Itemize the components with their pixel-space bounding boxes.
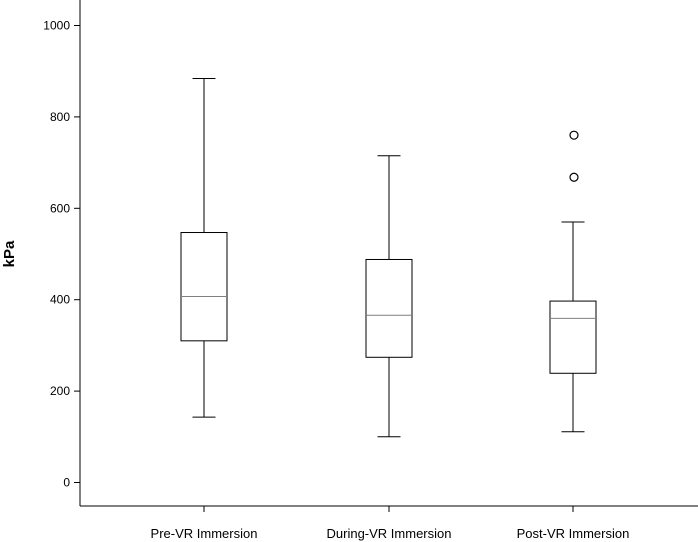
- y-tick-label: 600: [50, 201, 70, 215]
- y-axis-title: kPa: [1, 240, 18, 267]
- y-tick-label: 400: [50, 293, 70, 307]
- box-group: [549, 130, 597, 433]
- y-tick-label: 200: [50, 384, 70, 398]
- x-axis-ticks: Pre-VR Immersion During-VR Immersion Post-…: [151, 506, 630, 541]
- outlier-point: [569, 172, 579, 182]
- y-axis-ticks: 0 200 400 600 800 1000: [43, 19, 80, 490]
- box-series: [180, 78, 597, 438]
- x-category-label: Post-VR Immersion: [517, 526, 630, 541]
- iqr-box: [365, 258, 413, 358]
- y-tick-label: 1000: [43, 19, 70, 33]
- iqr-box: [549, 300, 597, 374]
- box-group: [180, 78, 228, 418]
- y-tick-label: 800: [50, 110, 70, 124]
- x-category-label: Pre-VR Immersion: [151, 526, 258, 541]
- outlier-point: [569, 130, 579, 140]
- x-category-label: During-VR Immersion: [327, 526, 452, 541]
- iqr-box: [180, 232, 228, 342]
- y-tick-label: 0: [63, 476, 70, 490]
- box-group: [365, 155, 413, 438]
